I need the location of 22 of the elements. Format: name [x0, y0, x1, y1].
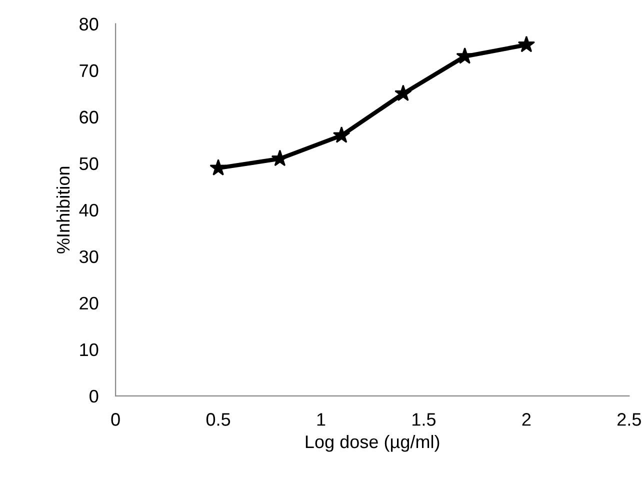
- x-tick-label: 1.5: [412, 413, 436, 426]
- x-tick-label: 2: [522, 413, 531, 426]
- x-tick-label: 0: [111, 413, 120, 426]
- y-tick-label: 60: [80, 110, 98, 124]
- point: [332, 126, 350, 143]
- y-tick-label: 50: [80, 157, 98, 170]
- y-tick-label: 40: [79, 204, 98, 217]
- x-tick-label: 1: [317, 413, 326, 426]
- y-axis-title: %Inhibition: [56, 166, 70, 254]
- point: [518, 36, 536, 52]
- x-tick-label: 2.5: [618, 413, 641, 426]
- y-tick-label: 70: [80, 64, 98, 78]
- y-tick-label: 0: [90, 390, 98, 403]
- y-tick-label: 20: [80, 296, 98, 310]
- y-tick-label: 80: [80, 18, 98, 31]
- y-tick-label: 10: [80, 343, 98, 356]
- y-tick-label: 30: [80, 250, 98, 264]
- x-tick-label: 0.5: [206, 413, 230, 426]
- point: [210, 158, 227, 176]
- point: [456, 47, 474, 64]
- x-axis-title: Log dose (µg/ml): [306, 434, 440, 452]
- point: [394, 84, 412, 102]
